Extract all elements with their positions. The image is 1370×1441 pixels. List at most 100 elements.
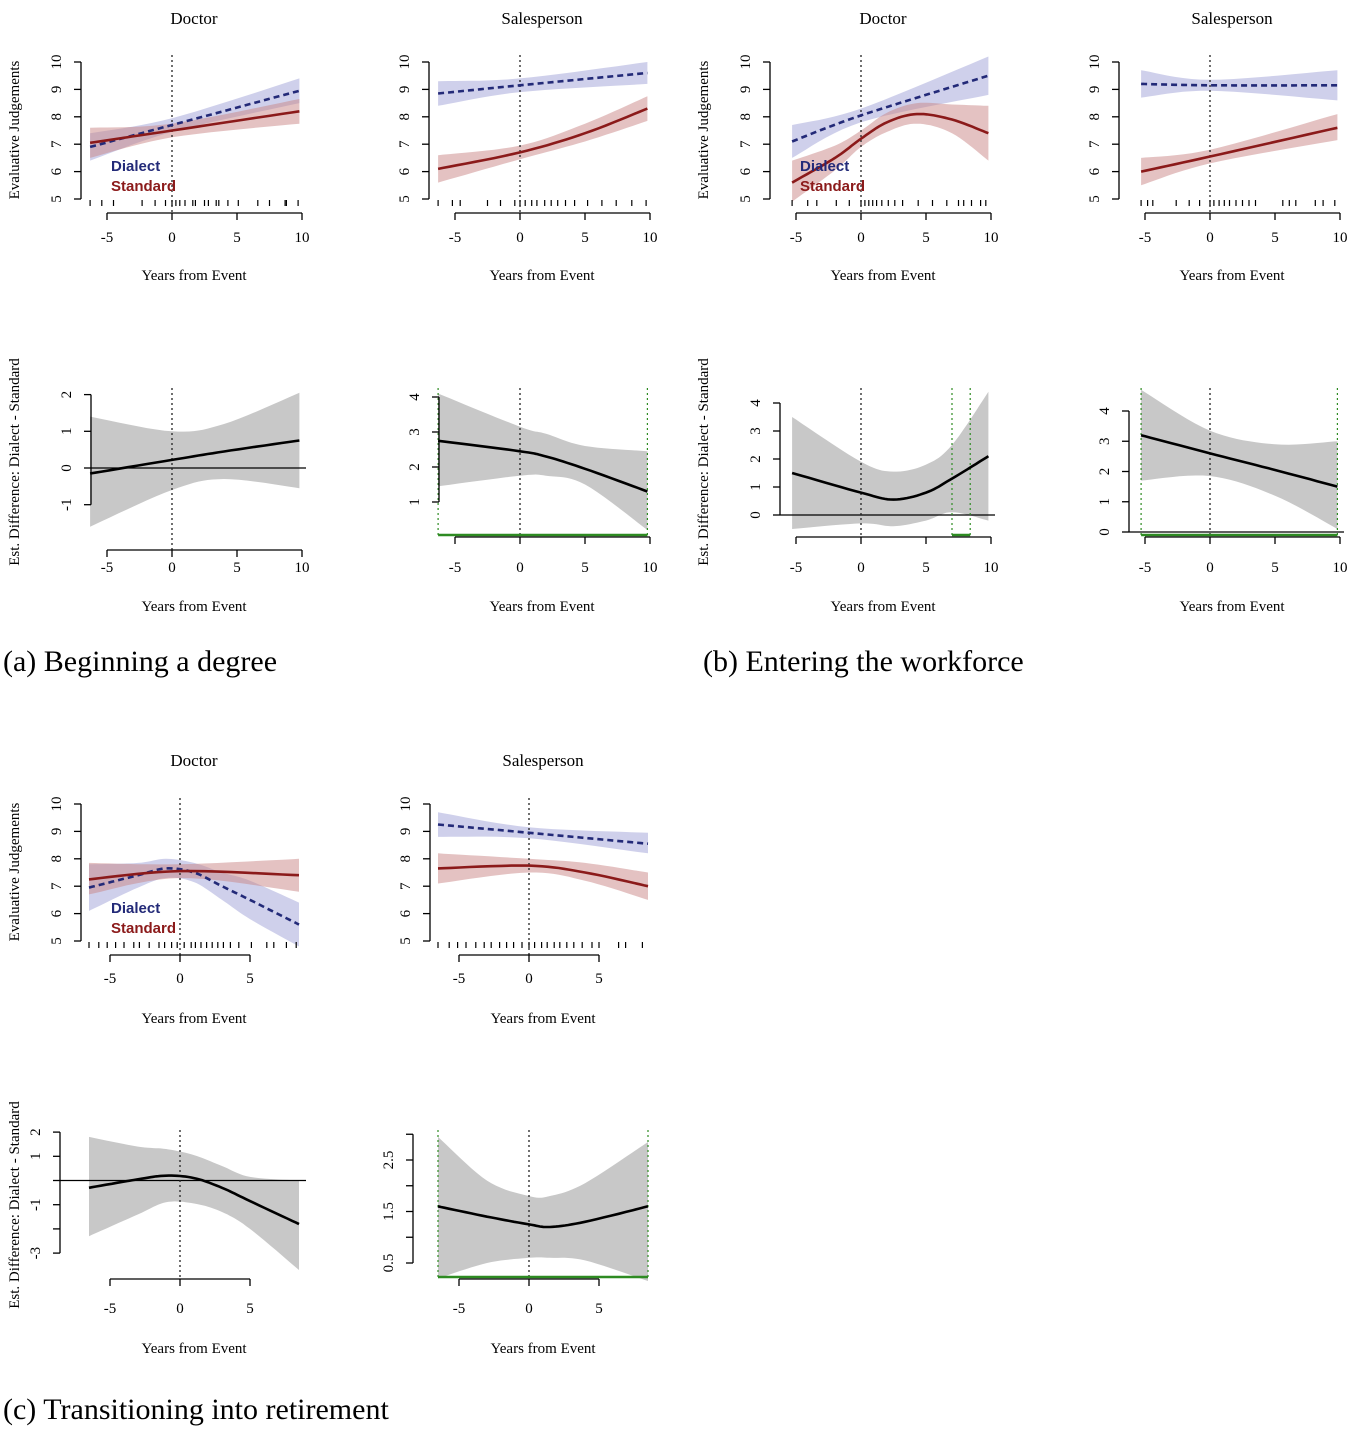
panel-c-difference: -5 0 5 -3 -1 1 2 Years from Event Est. Differenc… — [7, 1101, 306, 1357]
legend-dialect: Dialect — [111, 158, 160, 175]
panel-title: Doctor — [170, 751, 218, 770]
x-tick-label: 0 — [1206, 230, 1214, 246]
y-tick-label: 6 — [738, 167, 754, 175]
x-tick-label: -5 — [790, 560, 803, 576]
standard-line — [88, 869, 300, 881]
x-tick-label: 0 — [168, 560, 176, 576]
x-tick-label: -5 — [1139, 560, 1152, 576]
x-tick-label: 0 — [857, 230, 865, 246]
y-tick-label: 10 — [1087, 55, 1103, 70]
y-tick-label: 7 — [738, 140, 754, 148]
x-tick-label: -5 — [453, 1301, 466, 1317]
difference-confidence-band — [792, 391, 989, 529]
x-tick-label: -5 — [104, 971, 117, 987]
y-tick-label: -1 — [28, 1198, 44, 1211]
x-tick-label: 0 — [516, 230, 524, 246]
standard-line — [791, 112, 989, 184]
standard-line — [1140, 126, 1338, 173]
standard-confidence-band — [792, 102, 989, 202]
dialect-line — [89, 89, 300, 149]
panel-c-doctor: -5 0 5 5 6 7 8 9 10 Years from Event Evaluative Ju… — [7, 751, 300, 1027]
difference-line — [437, 1205, 649, 1229]
x-tick-label: 0 — [857, 560, 865, 576]
standard-confidence-band — [438, 853, 648, 900]
y-tick-label: 0.5 — [381, 1254, 397, 1273]
y-tick-label: 2.5 — [381, 1151, 397, 1170]
panel-title: Salesperson — [1191, 9, 1273, 28]
y-tick-label: 5 — [49, 195, 65, 203]
y-tick-label: 7 — [398, 882, 414, 890]
x-tick-label: -5 — [1139, 230, 1152, 246]
y-tick-label: 3 — [1097, 438, 1113, 446]
y-tick-label: 9 — [398, 828, 414, 836]
panel-title: Salesperson — [501, 9, 583, 28]
y-tick-label: 10 — [397, 55, 413, 70]
x-tick-label: 5 — [595, 971, 603, 987]
y-tick-label: 9 — [1087, 86, 1103, 94]
panel-b-doctor: -5 0 5 10 5 6 7 8 9 10 Years from Event Evaluative … — [696, 9, 999, 284]
panel-title: Salesperson — [502, 751, 584, 770]
y-tick-label: 1 — [407, 498, 423, 506]
caption-b: (b) Entering the workforce — [703, 645, 1024, 678]
x-tick-label: 0 — [168, 230, 176, 246]
x-tick-label: 10 — [1333, 560, 1348, 576]
panel-b-salesperson: -5 0 5 10 5 6 7 8 9 10 Years from Event Salesperson — [1087, 9, 1348, 284]
y-tick-label: 2 — [407, 463, 423, 471]
y-tick-label: 0 — [748, 511, 764, 519]
panel-b-difference: -5 0 5 10 0 1 2 3 4 Years from Event — [1097, 388, 1348, 615]
standard-line — [89, 110, 300, 145]
y-tick-label: 8 — [398, 855, 414, 863]
difference-line — [88, 1174, 300, 1226]
y-tick-label: 5 — [1087, 195, 1103, 203]
standard-line — [437, 864, 649, 888]
x-axis-label: Years from Event — [489, 599, 595, 615]
x-tick-label: 5 — [922, 560, 930, 576]
panel-c-salesperson: -5 0 5 5 6 7 8 9 10 Years from Event Salesperson — [398, 751, 649, 1027]
difference-line — [1140, 433, 1338, 488]
y-tick-label: 3 — [407, 428, 423, 436]
x-tick-label: 0 — [176, 971, 184, 987]
y-tick-label: 8 — [49, 113, 65, 121]
panel-a-difference: -5 0 5 10 1 2 3 4 Years from Event — [407, 388, 658, 615]
x-tick-label: 10 — [1333, 230, 1348, 246]
x-tick-label: 5 — [922, 230, 930, 246]
y-axis-label: Evaluative Judgements — [7, 802, 23, 941]
x-tick-label: 10 — [643, 230, 658, 246]
difference-confidence-band — [89, 1136, 299, 1270]
standard-confidence-band — [89, 858, 299, 895]
y-tick-label: 1 — [59, 428, 75, 436]
y-tick-label: 4 — [748, 399, 764, 407]
y-tick-label: 2 — [28, 1128, 44, 1136]
x-axis-label: Years from Event — [830, 268, 936, 284]
y-tick-label: -1 — [59, 498, 75, 511]
x-tick-label: 5 — [595, 1301, 603, 1317]
y-axis-label: Est. Difference: Dialect - Standard — [7, 1101, 23, 1309]
y-tick-label: 10 — [49, 55, 65, 70]
panel-a-difference: -5 0 5 10 -1 0 1 2 Years from Event Est. Differen… — [7, 358, 310, 615]
caption-a: (a) Beginning a degree — [3, 645, 278, 678]
y-tick-label: -3 — [28, 1247, 44, 1260]
y-tick-label: 6 — [397, 167, 413, 175]
x-axis-label: Years from Event — [1179, 599, 1285, 615]
panel-a-salesperson: -5 0 5 10 5 6 7 8 9 10 Years from Event Salesperson — [397, 9, 658, 284]
y-tick-label: 2 — [59, 391, 75, 399]
x-tick-label: 5 — [233, 230, 241, 246]
y-tick-label: 4 — [1097, 407, 1113, 415]
y-tick-label: 6 — [398, 909, 414, 917]
y-tick-label: 5 — [397, 195, 413, 203]
y-tick-label: 4 — [407, 393, 423, 401]
y-axis-label: Est. Difference: Dialect - Standard — [696, 358, 712, 566]
x-tick-label: -5 — [449, 560, 462, 576]
y-tick-label: 8 — [49, 855, 65, 863]
y-tick-label: 7 — [397, 140, 413, 148]
x-tick-label: 0 — [525, 1301, 533, 1317]
standard-confidence-band — [438, 96, 648, 183]
x-tick-label: 10 — [295, 230, 310, 246]
y-axis-label: Evaluative Judgements — [7, 60, 23, 199]
legend-standard: Standard — [111, 920, 176, 937]
y-tick-label: 0 — [59, 464, 75, 472]
y-tick-label: 5 — [738, 195, 754, 203]
y-tick-label: 10 — [398, 797, 414, 812]
x-tick-label: 0 — [525, 971, 533, 987]
difference-confidence-band — [438, 1136, 648, 1281]
